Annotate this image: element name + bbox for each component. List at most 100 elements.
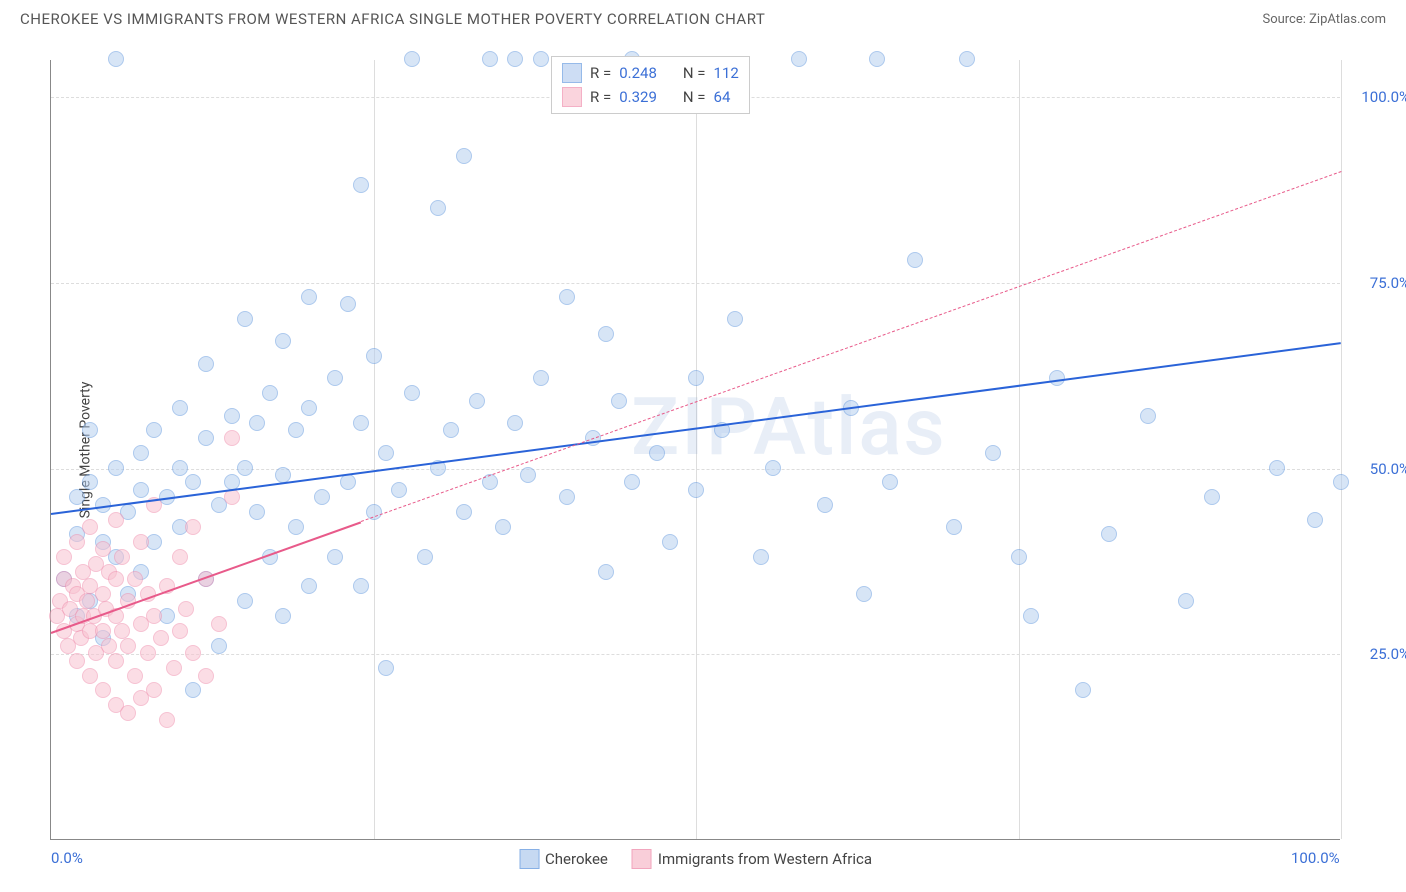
scatter-point: [688, 370, 704, 386]
scatter-point: [378, 660, 394, 676]
scatter-point: [1011, 549, 1027, 565]
scatter-point: [520, 467, 536, 483]
scatter-point: [1023, 608, 1039, 624]
scatter-point: [727, 311, 743, 327]
scatter-point: [482, 51, 498, 67]
scatter-point: [353, 177, 369, 193]
scatter-point: [1101, 526, 1117, 542]
scatter-point: [1333, 474, 1349, 490]
scatter-point: [108, 51, 124, 67]
bottom-legend-item: Cherokee: [519, 849, 608, 869]
scatter-point: [237, 593, 253, 609]
trend-line: [360, 171, 1341, 522]
stat-r-value: 0.329: [619, 88, 657, 106]
scatter-point: [82, 519, 98, 535]
scatter-point: [649, 445, 665, 461]
scatter-point: [391, 482, 407, 498]
scatter-point: [301, 578, 317, 594]
scatter-point: [533, 51, 549, 67]
scatter-point: [224, 430, 240, 446]
scatter-point: [327, 549, 343, 565]
scatter-point: [82, 474, 98, 490]
scatter-point: [159, 712, 175, 728]
scatter-point: [108, 512, 124, 528]
scatter-point: [120, 638, 136, 654]
legend-swatch: [562, 63, 582, 83]
scatter-point: [211, 616, 227, 632]
scatter-point: [662, 534, 678, 550]
scatter-point: [1307, 512, 1323, 528]
y-tick-label: 50.0%: [1350, 460, 1406, 478]
stat-r-value: 0.248: [619, 64, 657, 82]
bottom-legend: CherokeeImmigrants from Western Africa: [519, 849, 872, 869]
scatter-point: [404, 385, 420, 401]
scatter-point: [443, 422, 459, 438]
grid-line-h: [51, 283, 1340, 284]
scatter-point: [495, 519, 511, 535]
legend-swatch: [562, 87, 582, 107]
scatter-point: [301, 400, 317, 416]
scatter-point: [340, 296, 356, 312]
scatter-point: [959, 51, 975, 67]
scatter-point: [353, 578, 369, 594]
scatter-point: [146, 682, 162, 698]
scatter-point: [456, 148, 472, 164]
scatter-point: [275, 333, 291, 349]
legend-swatch: [519, 849, 539, 869]
scatter-point: [1075, 682, 1091, 698]
scatter-point: [559, 289, 575, 305]
scatter-point: [430, 200, 446, 216]
scatter-point: [469, 393, 485, 409]
scatter-point: [108, 460, 124, 476]
chart-source: Source: ZipAtlas.com: [1262, 12, 1386, 27]
grid-line-v: [696, 60, 697, 839]
scatter-point: [56, 549, 72, 565]
scatter-point: [172, 460, 188, 476]
stat-n-label: N =: [683, 88, 706, 106]
scatter-point: [598, 564, 614, 580]
scatter-point: [507, 415, 523, 431]
scatter-point: [288, 422, 304, 438]
scatter-point: [82, 668, 98, 684]
scatter-point: [611, 393, 627, 409]
scatter-point: [185, 645, 201, 661]
scatter-point: [1178, 593, 1194, 609]
scatter-point: [404, 51, 420, 67]
scatter-point: [127, 668, 143, 684]
legend-stats-row: R =0.329N =64: [562, 85, 739, 109]
legend-swatch: [632, 849, 652, 869]
scatter-point: [95, 682, 111, 698]
scatter-point: [856, 586, 872, 602]
scatter-point: [882, 474, 898, 490]
x-tick-label: 100.0%: [1291, 849, 1340, 867]
scatter-point: [185, 519, 201, 535]
legend-stats-box: R =0.248N =112R =0.329N =64: [551, 56, 750, 114]
scatter-point: [108, 571, 124, 587]
scatter-point: [688, 482, 704, 498]
x-tick-label: 0.0%: [51, 849, 83, 867]
scatter-point: [127, 571, 143, 587]
scatter-point: [95, 541, 111, 557]
grid-line-v: [374, 60, 375, 839]
scatter-point: [791, 51, 807, 67]
scatter-point: [69, 534, 85, 550]
watermark: ZIPAtlas: [631, 380, 947, 474]
scatter-point: [301, 289, 317, 305]
scatter-point: [314, 489, 330, 505]
scatter-point: [198, 668, 214, 684]
scatter-point: [985, 445, 1001, 461]
legend-label: Cherokee: [545, 850, 608, 868]
scatter-point: [237, 311, 253, 327]
scatter-point: [172, 623, 188, 639]
scatter-point: [249, 504, 265, 520]
scatter-point: [559, 489, 575, 505]
scatter-point: [507, 51, 523, 67]
scatter-point: [133, 534, 149, 550]
grid-line-h: [51, 654, 1340, 655]
stat-r-label: R =: [590, 88, 611, 106]
scatter-point: [869, 51, 885, 67]
scatter-point: [907, 252, 923, 268]
scatter-point: [185, 682, 201, 698]
scatter-point: [178, 601, 194, 617]
scatter-point: [82, 422, 98, 438]
